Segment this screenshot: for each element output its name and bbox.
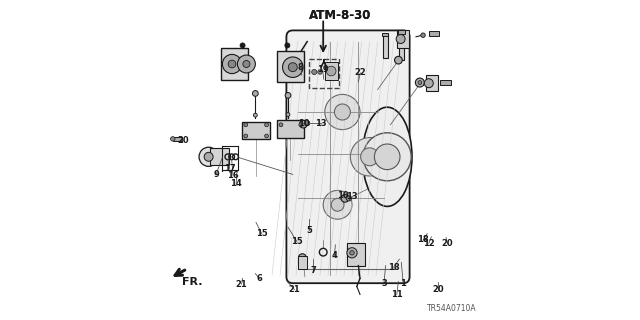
Circle shape: [283, 57, 303, 77]
Text: 7: 7: [310, 266, 316, 275]
Text: 20: 20: [442, 239, 453, 248]
Circle shape: [253, 91, 259, 96]
Text: 16: 16: [227, 171, 239, 180]
Circle shape: [349, 251, 355, 255]
Circle shape: [199, 147, 218, 166]
Text: 17: 17: [224, 164, 236, 173]
Text: 13: 13: [315, 119, 326, 128]
Circle shape: [285, 43, 290, 48]
Text: 22: 22: [355, 68, 366, 77]
Text: 15: 15: [256, 229, 268, 238]
Text: 12: 12: [423, 239, 435, 248]
Text: 8: 8: [298, 63, 303, 72]
Circle shape: [324, 94, 360, 130]
Text: 9: 9: [213, 170, 219, 179]
Circle shape: [341, 195, 349, 202]
Circle shape: [300, 120, 307, 128]
Circle shape: [317, 70, 323, 74]
Text: 20: 20: [433, 285, 444, 294]
Circle shape: [418, 81, 422, 84]
Circle shape: [323, 190, 352, 219]
Bar: [277, 51, 304, 82]
Circle shape: [223, 54, 242, 74]
Circle shape: [332, 198, 344, 211]
Text: 19: 19: [317, 65, 328, 74]
Circle shape: [415, 78, 424, 87]
Bar: [221, 48, 248, 80]
Circle shape: [298, 254, 306, 261]
Text: ATM-8-30: ATM-8-30: [308, 9, 371, 22]
Circle shape: [312, 69, 317, 75]
Text: FR.: FR.: [182, 276, 202, 287]
Bar: [426, 75, 438, 91]
Text: 21: 21: [289, 285, 300, 294]
FancyBboxPatch shape: [287, 30, 410, 283]
Ellipse shape: [362, 107, 412, 206]
Circle shape: [364, 133, 412, 181]
Bar: [398, 30, 405, 34]
Text: 3: 3: [381, 279, 387, 288]
Circle shape: [204, 152, 213, 161]
Text: 18: 18: [388, 263, 399, 272]
Bar: [347, 243, 365, 266]
Text: 13: 13: [346, 192, 357, 201]
Circle shape: [253, 113, 257, 117]
Circle shape: [288, 63, 298, 72]
Bar: [309, 59, 339, 88]
Circle shape: [424, 79, 433, 88]
Text: 10: 10: [337, 191, 349, 200]
Text: 4: 4: [332, 252, 337, 260]
Text: 15: 15: [291, 237, 303, 246]
Circle shape: [170, 137, 175, 141]
Circle shape: [265, 134, 269, 138]
Bar: [399, 31, 404, 60]
Circle shape: [374, 144, 400, 170]
Text: 21: 21: [236, 280, 248, 289]
Bar: [298, 256, 307, 269]
Text: ATM-8-30: ATM-8-30: [308, 9, 371, 22]
Circle shape: [228, 60, 236, 68]
Text: 14: 14: [230, 180, 242, 188]
Circle shape: [421, 33, 425, 37]
Text: 5: 5: [306, 226, 312, 235]
Circle shape: [286, 113, 290, 116]
Circle shape: [240, 43, 245, 48]
Text: 6: 6: [256, 274, 262, 283]
Bar: [173, 137, 182, 141]
Circle shape: [361, 148, 379, 166]
Circle shape: [244, 134, 248, 138]
Text: 11: 11: [391, 290, 403, 299]
Bar: [383, 33, 388, 36]
Circle shape: [279, 123, 283, 127]
Text: 1: 1: [400, 279, 406, 288]
Bar: [440, 80, 451, 85]
Bar: [397, 30, 409, 48]
Circle shape: [244, 123, 248, 127]
Circle shape: [351, 138, 389, 176]
Circle shape: [237, 55, 255, 73]
Text: 20: 20: [177, 136, 189, 145]
Text: 18: 18: [417, 236, 429, 244]
Circle shape: [299, 123, 303, 127]
Circle shape: [346, 196, 351, 201]
Bar: [277, 120, 304, 138]
Text: TR54A0710A: TR54A0710A: [427, 304, 477, 313]
Circle shape: [305, 121, 310, 126]
Bar: [383, 34, 388, 58]
Bar: [210, 148, 229, 165]
Bar: [429, 31, 439, 36]
Circle shape: [285, 92, 291, 98]
Circle shape: [243, 60, 250, 68]
Bar: [325, 62, 338, 80]
Circle shape: [394, 56, 402, 64]
Circle shape: [396, 35, 405, 44]
Circle shape: [265, 123, 269, 127]
Circle shape: [347, 248, 357, 258]
Circle shape: [334, 104, 351, 120]
Text: 10: 10: [298, 119, 309, 128]
Circle shape: [326, 66, 336, 76]
Bar: [242, 122, 270, 139]
